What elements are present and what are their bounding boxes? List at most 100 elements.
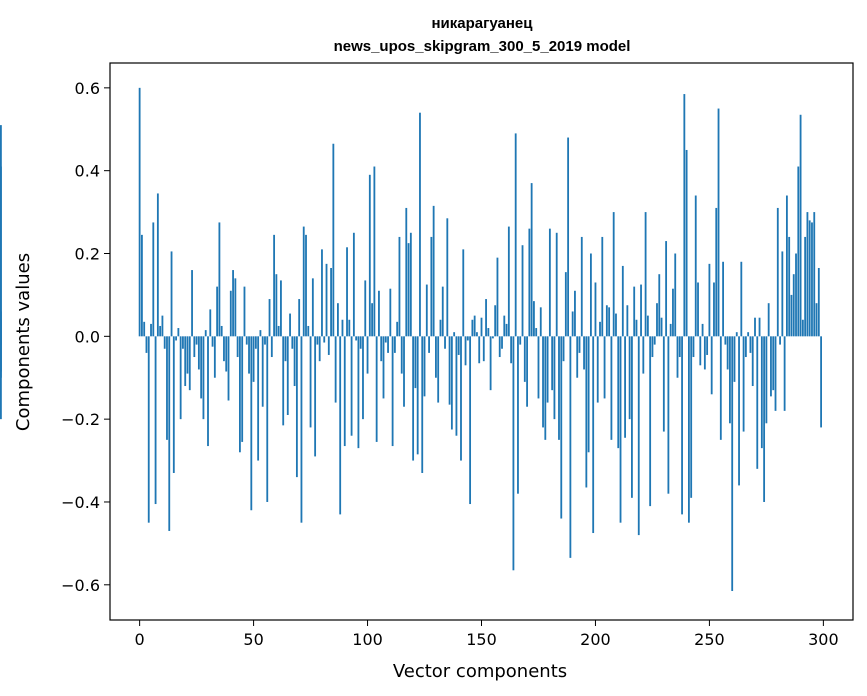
bar-99 bbox=[364, 280, 367, 337]
bar-156 bbox=[494, 305, 497, 337]
bar-0 bbox=[138, 87, 141, 337]
y-tick-label: −0.2 bbox=[61, 410, 100, 429]
bar-16 bbox=[175, 336, 177, 341]
bar-273 bbox=[760, 336, 763, 449]
bar-256 bbox=[722, 261, 724, 337]
bar-194 bbox=[580, 236, 583, 337]
bar-40 bbox=[229, 290, 232, 337]
bar-104 bbox=[375, 336, 378, 442]
bar-71 bbox=[300, 336, 303, 523]
x-axis-ticks: 0 50 100 150 200 250 300 bbox=[135, 620, 839, 649]
bar-280 bbox=[776, 207, 779, 337]
bar-216 bbox=[631, 336, 633, 498]
bar-304 bbox=[0, 336, 2, 420]
bar-202 bbox=[599, 321, 601, 337]
bar-64 bbox=[284, 336, 287, 362]
bar-7 bbox=[154, 336, 157, 505]
bar-48 bbox=[248, 336, 250, 374]
bar-96 bbox=[357, 336, 360, 449]
bar-43 bbox=[236, 336, 239, 358]
bar-157 bbox=[496, 257, 499, 337]
bar-243 bbox=[692, 336, 695, 358]
bar-61 bbox=[277, 325, 280, 337]
bar-109 bbox=[387, 336, 389, 353]
bar-160 bbox=[503, 315, 506, 337]
bar-236 bbox=[676, 336, 679, 378]
bar-305 bbox=[0, 125, 2, 337]
bar-299 bbox=[820, 336, 822, 428]
bar-286 bbox=[790, 294, 793, 337]
bar-108 bbox=[384, 336, 387, 343]
bar-203 bbox=[601, 236, 604, 337]
bar-163 bbox=[510, 336, 513, 364]
bar-107 bbox=[382, 336, 385, 399]
bar-121 bbox=[414, 336, 417, 389]
bar-275 bbox=[765, 336, 768, 424]
bar-30 bbox=[207, 336, 209, 447]
plot-frame bbox=[109, 62, 854, 621]
bar-264 bbox=[740, 261, 743, 337]
y-tick-label: −0.6 bbox=[61, 576, 100, 595]
bar-123 bbox=[419, 112, 421, 337]
bar-102 bbox=[371, 303, 374, 337]
bar-174 bbox=[535, 328, 538, 337]
bar-295 bbox=[811, 222, 813, 337]
bar-79 bbox=[318, 336, 321, 362]
bar-210 bbox=[617, 336, 620, 449]
bar-232 bbox=[667, 336, 670, 494]
bar-197 bbox=[587, 336, 590, 453]
bar-27 bbox=[200, 336, 203, 399]
bar-180 bbox=[548, 228, 551, 337]
bar-90 bbox=[343, 336, 346, 447]
bar-122 bbox=[416, 336, 419, 455]
bar-103 bbox=[373, 166, 376, 337]
bar-37 bbox=[223, 336, 225, 362]
bar-276 bbox=[767, 303, 770, 337]
bar-46 bbox=[243, 286, 246, 337]
bar-47 bbox=[245, 336, 248, 345]
bar-36 bbox=[220, 325, 223, 337]
bar-18 bbox=[179, 336, 182, 420]
bar-2 bbox=[143, 321, 146, 337]
bar-186 bbox=[562, 336, 565, 362]
bar-283 bbox=[783, 336, 786, 411]
bar-262 bbox=[735, 332, 738, 337]
bar-115 bbox=[400, 336, 403, 374]
bar-185 bbox=[560, 336, 563, 519]
bar-66 bbox=[289, 313, 291, 337]
bar-24 bbox=[193, 336, 196, 358]
bar-50 bbox=[252, 336, 255, 382]
bar-177 bbox=[542, 336, 544, 428]
bar-223 bbox=[646, 315, 649, 337]
bar-266 bbox=[744, 336, 747, 358]
bar-292 bbox=[804, 236, 807, 337]
bar-244 bbox=[694, 195, 697, 337]
bar-21 bbox=[186, 336, 189, 374]
bar-8 bbox=[156, 193, 159, 337]
y-tick-label: −0.4 bbox=[61, 493, 100, 512]
bar-6 bbox=[152, 222, 155, 337]
bar-137 bbox=[450, 336, 453, 430]
bar-20 bbox=[184, 336, 187, 387]
bar-258 bbox=[726, 336, 729, 370]
bar-13 bbox=[168, 336, 171, 531]
bar-140 bbox=[457, 336, 460, 355]
bar-204 bbox=[603, 336, 606, 399]
bar-84 bbox=[330, 267, 332, 337]
bar-100 bbox=[366, 336, 369, 374]
bar-229 bbox=[660, 317, 663, 337]
bar-138 bbox=[453, 332, 456, 337]
bar-260 bbox=[731, 336, 734, 592]
bar-49 bbox=[250, 336, 253, 511]
x-axis-label: Vector components bbox=[393, 661, 567, 682]
bar-89 bbox=[341, 319, 344, 337]
bar-173 bbox=[533, 301, 535, 337]
bar-279 bbox=[774, 336, 777, 411]
bar-95 bbox=[355, 336, 358, 341]
x-tick-label: 50 bbox=[243, 630, 263, 649]
bar-209 bbox=[615, 313, 617, 337]
bar-259 bbox=[729, 336, 731, 424]
bar-245 bbox=[697, 282, 699, 337]
bar-189 bbox=[569, 336, 572, 558]
bar-167 bbox=[519, 336, 522, 345]
